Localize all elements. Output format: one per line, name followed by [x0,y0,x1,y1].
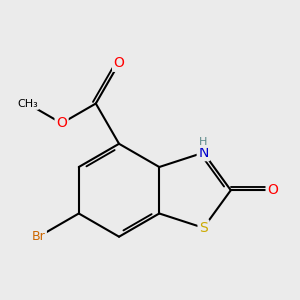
Text: O: O [267,183,278,197]
Text: Br: Br [32,230,45,243]
Text: CH₃: CH₃ [17,98,38,109]
Text: O: O [56,116,67,130]
Text: H: H [199,137,208,147]
Text: S: S [199,221,208,235]
Text: O: O [114,56,124,70]
Text: N: N [198,146,209,160]
